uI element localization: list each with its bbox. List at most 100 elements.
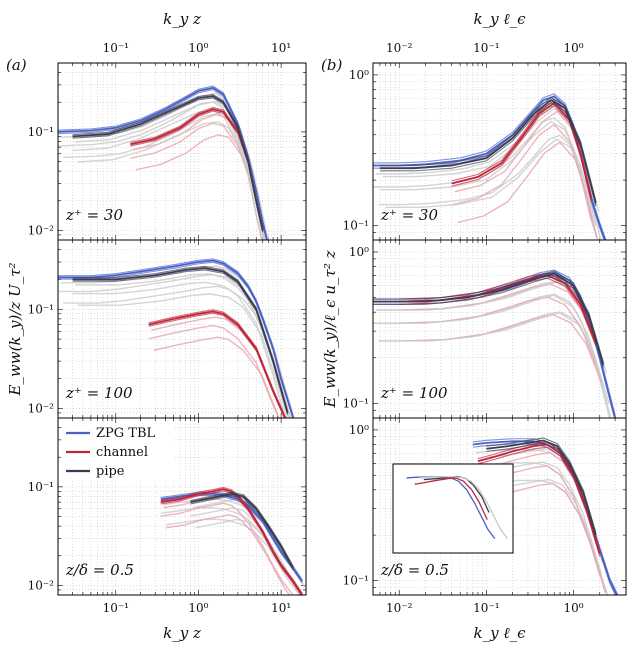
x-tick-label-top: 10⁻¹ [473,41,499,55]
subplot-annotation: z⁺ = 30 [65,206,123,224]
y-axis-label: E_ww(k_y)/ℓ_ϵ u_τ² z [321,250,339,408]
series-line-channel [477,446,601,557]
series-echo-channel [457,141,598,239]
inset-series-line [414,477,488,520]
series-line-channel [130,106,264,229]
subplot-annotation: z⁺ = 100 [65,384,133,402]
series-echo-channel [153,336,280,418]
series-line-pipe [379,96,597,201]
series-echo-pipe [378,312,610,405]
subplot-1: 10⁻¹ 10⁻² z⁺ = 30 [28,62,307,241]
y-tick-label: 10⁰ [349,68,369,82]
x-tick-label-bottom: 10⁻¹ [473,601,499,615]
panel-label: (a) [6,56,27,74]
x-tick-label-top: 10¹ [271,41,291,55]
series-line-channel [160,490,302,595]
y-tick-label: 10⁰ [349,245,369,259]
series-line-pipe [379,102,597,207]
series-line-pipe [373,272,605,365]
curves [160,486,306,595]
curves [373,93,607,240]
y-tick-label: 10⁻² [28,578,55,592]
series-line-pipe [190,492,294,569]
x-axis-label: k_y z [163,624,201,642]
series-echo-zpg-tbl [375,103,606,240]
series-echo-channel [160,502,294,595]
series-echo-pipe [72,109,263,240]
legend-label: pipe [96,464,125,479]
series-line-pipe [190,491,294,567]
subplot-annotation: z/δ = 0.5 [380,561,449,579]
series-echo-pipe [77,293,288,418]
curves [58,258,296,418]
series-line-pipe [486,442,597,538]
series-echo-pipe [491,478,603,575]
series-line-pipe [72,267,289,414]
y-tick-label: 10⁻¹ [343,218,369,232]
series-line-channel [148,310,287,418]
legend: ZPG TBL channel pipe [62,423,174,481]
y-tick-label: 10⁻² [28,401,55,415]
curves [373,269,617,418]
inset [392,463,514,554]
subplot-3: 10⁻¹ 10⁻² z/δ = 0.5 [28,417,307,596]
series-echo-zpg-tbl [373,117,599,240]
x-axis-label: k_y ℓ_ϵ [474,624,527,642]
x-tick-label-bottom: 10⁰ [188,601,208,615]
subplot-2: 10⁰ 10⁻¹ z⁺ = 100 [343,239,627,419]
series-line-zpg-tbl [58,86,268,240]
y-tick-label: 10⁰ [349,423,369,437]
x-tick-label-top: 10⁰ [188,41,208,55]
series-line-pipe [373,275,604,368]
y-axis-label: E_ww(k_y)/z U_τ² [6,262,24,396]
x-tick-label-top: 10⁰ [563,41,583,55]
subplot-frame [372,417,627,596]
series-echo-pipe [72,281,286,418]
curves [58,85,270,240]
top-x-axis-label: k_y z [163,10,201,28]
y-tick-label: 10⁻¹ [343,573,369,587]
series-line-zpg-tbl [58,259,295,418]
panel-b: 10⁰ 10⁻¹ z⁺ = 30 10⁰ 10⁻¹ z⁺ = 100 10⁰ 10⁻¹ z/δ … [321,10,627,642]
series-line-pipe [379,99,597,204]
subplot-annotation: z/δ = 0.5 [65,561,134,579]
x-tick-label-bottom: 10¹ [271,601,291,615]
x-tick-label-bottom: 10⁻² [386,601,413,615]
subplot-2: 10⁻¹ 10⁻² z⁺ = 100 [28,239,307,419]
series-line-pipe [190,495,294,571]
y-tick-label: 10⁻¹ [28,480,54,494]
panel-a: 10⁻¹ 10⁻² z⁺ = 30 10⁻¹ 10⁻² z⁺ = 100 10⁻¹ 10⁻² z… [6,10,307,642]
inset-series-line [419,476,508,540]
subplot-annotation: z⁺ = 30 [380,206,438,224]
x-tick-label-top: 10⁻¹ [103,41,129,55]
x-tick-label-top: 10⁻² [386,41,413,55]
legend-label: ZPG TBL [96,426,156,441]
subplot-frame [57,417,307,596]
legend-label: channel [96,445,148,460]
series-echo-pipe [190,507,294,583]
y-tick-label: 10⁻² [28,223,55,237]
x-tick-label-bottom: 10⁰ [563,601,583,615]
series-line-pipe [486,437,597,533]
top-x-axis-label: k_y ℓ_ϵ [474,10,527,28]
x-tick-label-bottom: 10⁻¹ [103,601,129,615]
series-echo-channel [165,513,291,595]
inset-frame [392,463,514,554]
panel-label: (b) [321,56,342,74]
subplot-annotation: z⁺ = 100 [380,384,448,402]
series-line-pipe [72,95,264,231]
subplot-1: 10⁰ 10⁻¹ z⁺ = 30 [343,62,627,241]
series-line-pipe [486,439,597,536]
series-echo-channel [404,313,603,383]
series-echo-zpg-tbl [165,518,301,595]
y-tick-label: 10⁻¹ [28,302,54,316]
series-echo-pipe [385,138,602,240]
y-tick-label: 10⁻¹ [28,125,54,139]
series-echo-pipe [373,294,605,387]
series-echo-pipe [379,120,597,226]
series-line-channel [451,101,593,200]
series-echo-zpg-tbl [60,92,270,240]
y-tick-label: 10⁻¹ [343,396,369,410]
series-line-pipe [373,270,604,363]
